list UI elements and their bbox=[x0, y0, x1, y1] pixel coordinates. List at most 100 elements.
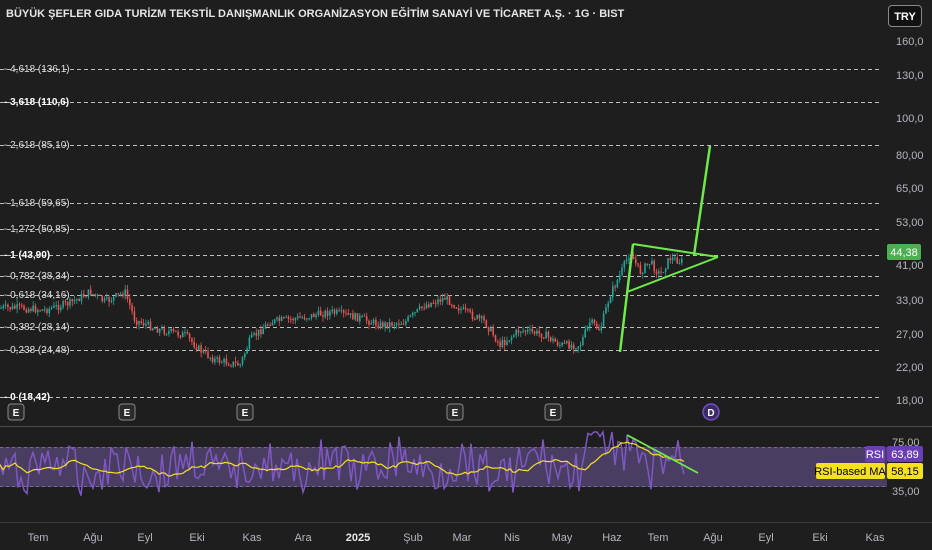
candle bbox=[221, 360, 223, 364]
candle bbox=[163, 325, 166, 337]
candle bbox=[416, 308, 419, 314]
candle bbox=[437, 295, 439, 307]
candle bbox=[200, 342, 202, 358]
pennant-drawing[interactable] bbox=[618, 145, 719, 353]
candle bbox=[198, 344, 200, 351]
earnings-marker[interactable]: E bbox=[118, 403, 136, 421]
candle bbox=[85, 295, 87, 298]
fib-label: - 0,618 (34,16) bbox=[4, 290, 70, 301]
candle bbox=[119, 291, 122, 297]
candle bbox=[365, 312, 368, 325]
candle bbox=[637, 263, 639, 268]
candle bbox=[561, 341, 563, 348]
candle bbox=[464, 303, 467, 313]
price-axis-label: 65,00 bbox=[896, 183, 924, 195]
candle bbox=[101, 295, 103, 304]
candle bbox=[490, 325, 492, 332]
rsi-legend: RSI 63,89 RSI-based MA 58,15 bbox=[814, 446, 923, 479]
candle bbox=[92, 293, 94, 297]
candle bbox=[287, 315, 290, 323]
candle bbox=[301, 315, 304, 319]
candle bbox=[354, 312, 356, 322]
candle bbox=[336, 307, 338, 316]
candle bbox=[361, 314, 363, 319]
time-axis-label: Ara bbox=[294, 532, 312, 544]
candle bbox=[122, 291, 124, 299]
currency-button[interactable]: TRY bbox=[888, 5, 922, 27]
candle bbox=[648, 263, 651, 270]
time-axis-label: May bbox=[552, 532, 573, 544]
earnings-marker[interactable]: E bbox=[236, 403, 254, 421]
candle bbox=[577, 346, 580, 353]
earnings-marker[interactable]: E bbox=[446, 403, 464, 421]
time-axis[interactable]: Tem Ağu Eyl Eki Kas Ara 2025 Şub Mar Nis May Haz Tem… bbox=[28, 532, 885, 544]
candle bbox=[483, 314, 485, 324]
candle bbox=[347, 308, 350, 316]
rsi-divergence-line[interactable] bbox=[626, 434, 699, 474]
price-axis-label: 18,00 bbox=[896, 395, 924, 407]
candle bbox=[405, 318, 407, 327]
candle bbox=[407, 314, 409, 323]
candle bbox=[388, 318, 391, 333]
candle bbox=[138, 320, 140, 330]
dividend-marker[interactable]: D bbox=[702, 403, 720, 421]
time-axis-label: Haz bbox=[602, 532, 622, 544]
candle bbox=[453, 304, 455, 309]
fib-labels: - 4,618 (136,1) - 3,618 (110,6) - 2,618 (8… bbox=[4, 64, 70, 403]
candle bbox=[549, 336, 552, 343]
candle bbox=[471, 308, 474, 322]
candle bbox=[18, 302, 21, 310]
candle bbox=[653, 259, 655, 275]
candle bbox=[635, 254, 637, 267]
candle bbox=[520, 331, 522, 338]
candle bbox=[87, 289, 90, 300]
candle bbox=[618, 270, 621, 283]
candle bbox=[175, 330, 177, 333]
pennant-lower-line[interactable] bbox=[626, 256, 719, 293]
candle bbox=[329, 309, 331, 320]
candle bbox=[161, 324, 163, 331]
current-price-tag: 44,38 bbox=[887, 244, 921, 260]
candle bbox=[214, 355, 216, 365]
earnings-marker[interactable]: E bbox=[544, 403, 562, 421]
candle bbox=[14, 303, 16, 310]
candle bbox=[625, 255, 628, 265]
candle bbox=[34, 303, 37, 314]
price-axis[interactable]: 160,0 130,0 100,0 80,00 65,00 53,00 41,00 33,00… bbox=[896, 36, 924, 407]
candle bbox=[248, 335, 251, 351]
candle bbox=[602, 310, 605, 328]
price-axis-label: 130,0 bbox=[896, 70, 924, 82]
fib-label: - 2,618 (85,10) bbox=[4, 140, 70, 151]
fib-label: - 0,238 (24,48) bbox=[4, 345, 70, 356]
candle bbox=[184, 328, 186, 337]
candle bbox=[83, 289, 85, 298]
target-projection-line[interactable] bbox=[692, 145, 712, 256]
candle bbox=[600, 322, 603, 334]
candle bbox=[476, 314, 478, 320]
candle bbox=[30, 307, 32, 313]
flagpole-line[interactable] bbox=[618, 243, 635, 353]
candle bbox=[616, 278, 619, 289]
pennant-upper-line[interactable] bbox=[632, 243, 719, 258]
rsi-line bbox=[0, 429, 685, 496]
candle bbox=[234, 356, 237, 367]
earnings-marker[interactable]: E bbox=[7, 403, 25, 421]
candle bbox=[110, 297, 113, 304]
candle bbox=[598, 323, 600, 331]
candle bbox=[678, 259, 681, 265]
candle bbox=[27, 307, 30, 314]
candle bbox=[363, 313, 366, 317]
candle bbox=[131, 302, 133, 315]
candle bbox=[280, 315, 283, 322]
price-axis-label: 33,00 bbox=[896, 295, 924, 307]
candle bbox=[315, 312, 317, 320]
time-axis-label: Tem bbox=[648, 532, 669, 544]
candle bbox=[46, 307, 48, 316]
candle bbox=[170, 328, 172, 334]
candle bbox=[393, 322, 396, 330]
candle bbox=[25, 307, 28, 314]
candle bbox=[377, 321, 379, 330]
candle bbox=[278, 314, 281, 326]
